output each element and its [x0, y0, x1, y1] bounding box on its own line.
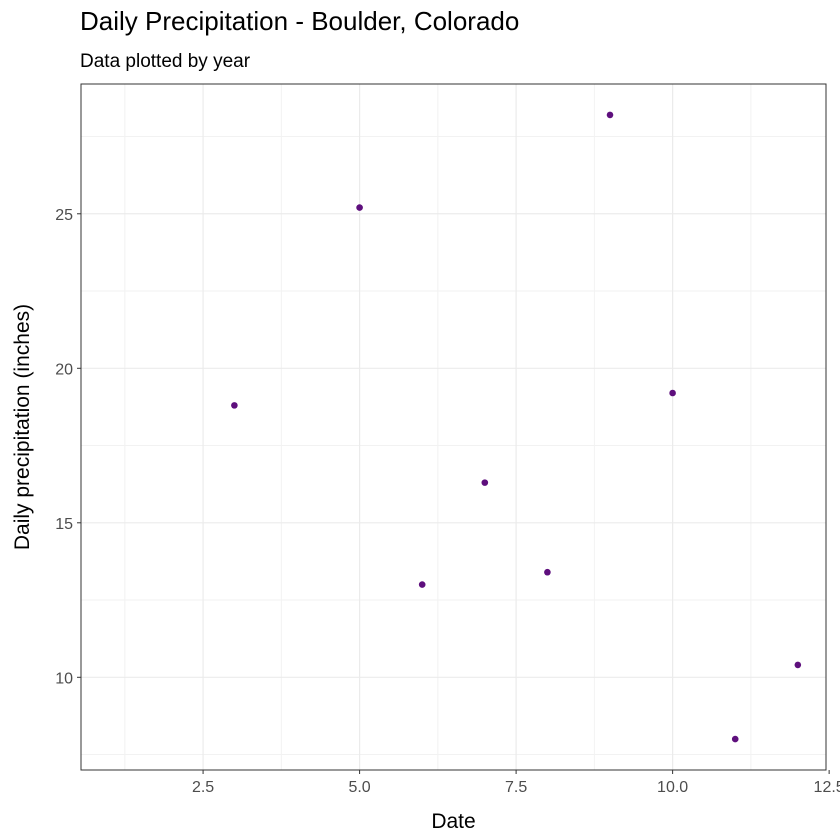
minor-gridlines: [81, 84, 826, 770]
data-point: [231, 402, 238, 409]
chart-title: Daily Precipitation - Boulder, Colorado: [80, 6, 520, 36]
data-point: [418, 581, 426, 588]
major-gridlines: [81, 84, 826, 770]
data-point: [669, 389, 676, 397]
data-point: [731, 735, 739, 743]
y-axis-ticks: 10 15 20 25: [55, 207, 81, 687]
y-tick-label: 25: [55, 207, 73, 224]
chart-subtitle: Data plotted by year: [80, 51, 251, 72]
y-tick-label: 10: [55, 670, 73, 687]
data-point: [544, 568, 551, 576]
x-axis-ticks: 2.5 5.0 7.5 10.0 12.5: [192, 770, 840, 796]
plot-panel-border: [80, 83, 827, 771]
x-tick-label: 7.5: [505, 779, 527, 796]
data-point: [356, 204, 363, 211]
y-tick-label: 20: [55, 361, 73, 378]
y-axis-title: Daily precipitation (inches): [11, 304, 34, 550]
x-axis-title: Date: [431, 810, 475, 833]
data-point: [794, 661, 802, 669]
x-tick-label: 5.0: [348, 779, 370, 796]
x-tick-label: 2.5: [192, 779, 214, 796]
y-tick-label: 15: [55, 516, 73, 533]
data-point: [481, 479, 489, 486]
data-points: [231, 111, 802, 743]
data-point: [606, 111, 614, 119]
x-tick-label: 10.0: [657, 779, 688, 796]
x-tick-label: 12.5: [814, 779, 840, 796]
